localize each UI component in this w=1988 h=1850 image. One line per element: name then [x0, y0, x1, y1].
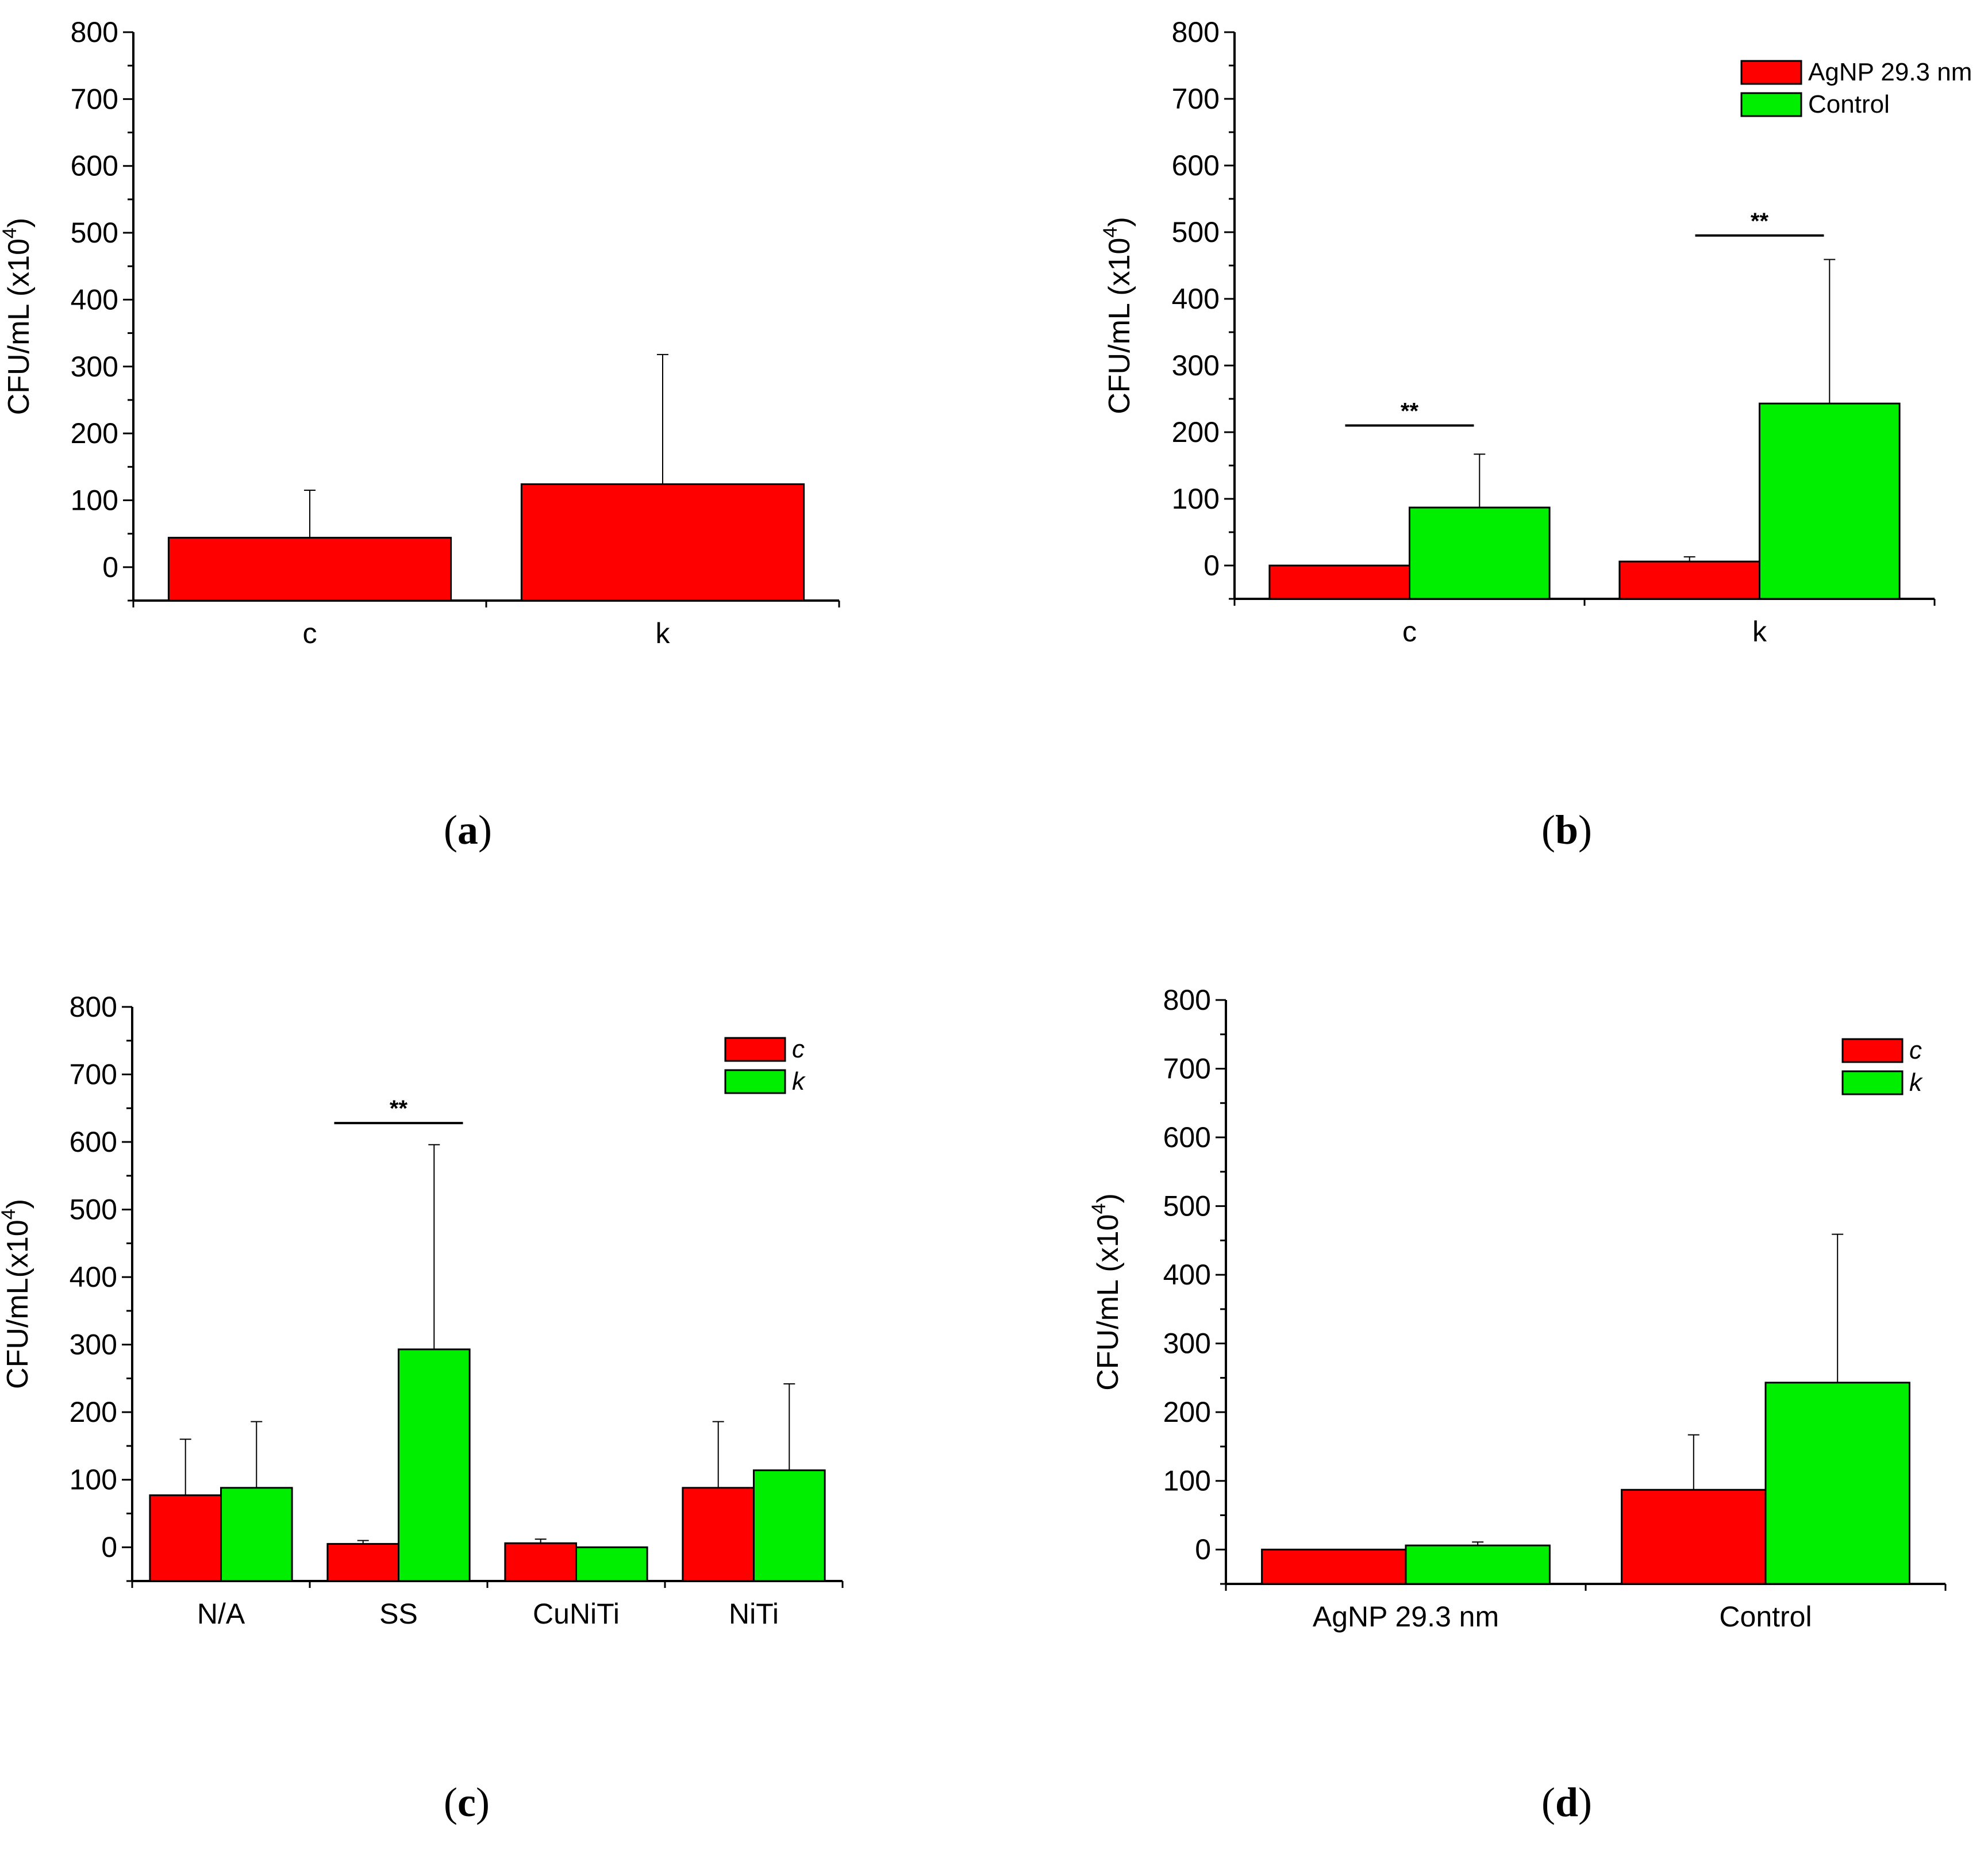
legend-label-b: Control — [1808, 90, 1890, 118]
x-tick-label-b: c — [1402, 616, 1417, 648]
bar-b-green-1 — [1759, 402, 1901, 600]
bar-c-red-1 — [326, 1543, 400, 1582]
legend-label-c: k — [792, 1067, 806, 1095]
bar-b-red-0 — [1268, 564, 1410, 600]
y-tick-label-b: 0 — [1203, 549, 1220, 582]
legend-label-b: AgNP 29.3 nm — [1808, 58, 1972, 86]
y-tick-label-b: 400 — [1172, 283, 1220, 315]
chart-panel-c: 0 100 200 300 400 500 600 700 800 N/A SS CuNiTi NiTi… — [0, 991, 844, 1630]
y-tick-label-b: 700 — [1172, 83, 1220, 115]
y-tick-label-d: 0 — [1195, 1533, 1211, 1566]
y-tick-label-a: 300 — [71, 351, 118, 383]
bar-a-red-1 — [520, 483, 805, 602]
legend-label-c: c — [792, 1035, 805, 1063]
y-tick-label-c: 700 — [70, 1059, 117, 1091]
y-tick-label-c: 100 — [70, 1464, 117, 1496]
bar-d-red-1 — [1621, 1489, 1767, 1585]
bar-c-red-3 — [682, 1487, 755, 1582]
bar-c-red-2 — [504, 1542, 578, 1582]
y-tick-label-b: 800 — [1172, 16, 1220, 48]
legend-swatch-b — [1740, 92, 1802, 117]
y-tick-label-a: 400 — [71, 283, 118, 316]
y-tick-label-d: 200 — [1163, 1396, 1211, 1428]
y-tick-label-b: 300 — [1172, 349, 1220, 382]
y-tick-label-c: 500 — [70, 1194, 117, 1226]
x-tick-label-a: c — [303, 617, 317, 649]
x-tick-label-d: AgNP 29.3 nm — [1313, 1601, 1499, 1633]
panel-label-c: (c) — [444, 1779, 490, 1825]
y-tick-label-d: 400 — [1163, 1259, 1211, 1291]
y-tick-label-a: 500 — [71, 217, 118, 249]
legend-swatch-d — [1841, 1038, 1904, 1063]
y-axis-title-a: CFU/mL (x104) — [0, 218, 36, 415]
legend-label-d: c — [1909, 1036, 1922, 1064]
x-tick-label-d: Control — [1719, 1601, 1812, 1633]
panel-label-d: (d) — [1541, 1779, 1592, 1825]
bar-c-green-1 — [398, 1348, 471, 1582]
y-tick-label-c: 400 — [70, 1261, 117, 1293]
y-axis-title-d: CFU/mL (x104) — [1088, 1193, 1125, 1390]
y-tick-label-a: 600 — [71, 150, 118, 182]
y-axis-title-b: CFU/mL (x104) — [1099, 217, 1136, 414]
panel-label-b: (b) — [1541, 807, 1592, 853]
legend-label-d: k — [1909, 1068, 1923, 1097]
y-tick-label-c: 800 — [70, 991, 117, 1023]
y-tick-label-a: 200 — [71, 417, 118, 449]
y-tick-label-d: 300 — [1163, 1328, 1211, 1360]
x-tick-label-a: k — [656, 617, 671, 649]
y-tick-label-a: 100 — [71, 484, 118, 516]
bar-c-green-3 — [753, 1469, 826, 1582]
chart-panel-b: 0 100 200 300 400 500 600 700 800 c k CFU/mL (x104)… — [1099, 16, 1972, 648]
y-tick-label-d: 800 — [1163, 984, 1211, 1016]
y-tick-label-a: 800 — [71, 16, 118, 48]
significance-label-b: ** — [1401, 398, 1419, 424]
y-tick-label-d: 100 — [1163, 1465, 1211, 1497]
y-tick-label-c: 200 — [70, 1396, 117, 1428]
x-tick-label-c: SS — [379, 1598, 418, 1630]
legend-swatch-c — [724, 1069, 786, 1094]
y-tick-label-c: 300 — [70, 1329, 117, 1361]
bar-a-red-0 — [167, 537, 452, 602]
y-tick-label-b: 200 — [1172, 416, 1220, 448]
y-tick-label-a: 700 — [71, 83, 118, 115]
bar-c-red-0 — [149, 1494, 222, 1582]
bar-b-green-0 — [1409, 506, 1551, 600]
bar-c-green-0 — [220, 1487, 293, 1582]
chart-panel-d: 0 100 200 300 400 500 600 700 800 AgNP 29.3 nm Con… — [1088, 984, 1947, 1633]
legend-swatch-d — [1841, 1070, 1904, 1095]
x-tick-label-c: N/A — [197, 1598, 245, 1630]
significance-label-b: ** — [1751, 209, 1769, 234]
y-tick-label-d: 500 — [1163, 1190, 1211, 1222]
y-tick-label-d: 700 — [1163, 1053, 1211, 1085]
bar-d-red-0 — [1261, 1548, 1407, 1585]
panel-label-a: (a) — [444, 807, 492, 853]
y-tick-label-b: 600 — [1172, 149, 1220, 182]
x-tick-label-b: k — [1752, 616, 1767, 648]
legend-swatch-c — [724, 1037, 786, 1062]
y-axis-title-c: CFU/mL(x104) — [0, 1199, 34, 1389]
significance-label-c: ** — [390, 1096, 408, 1121]
bar-c-green-2 — [575, 1546, 648, 1582]
bar-d-green-1 — [1764, 1382, 1910, 1585]
x-tick-label-c: CuNiTi — [533, 1598, 620, 1630]
legend-swatch-b — [1740, 60, 1802, 85]
y-tick-label-c: 0 — [101, 1531, 117, 1563]
y-tick-label-c: 600 — [70, 1126, 117, 1158]
bar-d-green-0 — [1405, 1544, 1551, 1585]
y-tick-label-b: 500 — [1172, 216, 1220, 248]
bar-b-red-1 — [1618, 560, 1760, 600]
y-tick-label-d: 600 — [1163, 1121, 1211, 1153]
y-tick-label-a: 0 — [102, 551, 118, 583]
y-tick-label-b: 100 — [1172, 483, 1220, 515]
x-tick-label-c: NiTi — [729, 1598, 779, 1630]
chart-panel-a: 0 100 200 300 400 500 600 700 800 c k CFU/mL (x104) — [0, 16, 840, 649]
